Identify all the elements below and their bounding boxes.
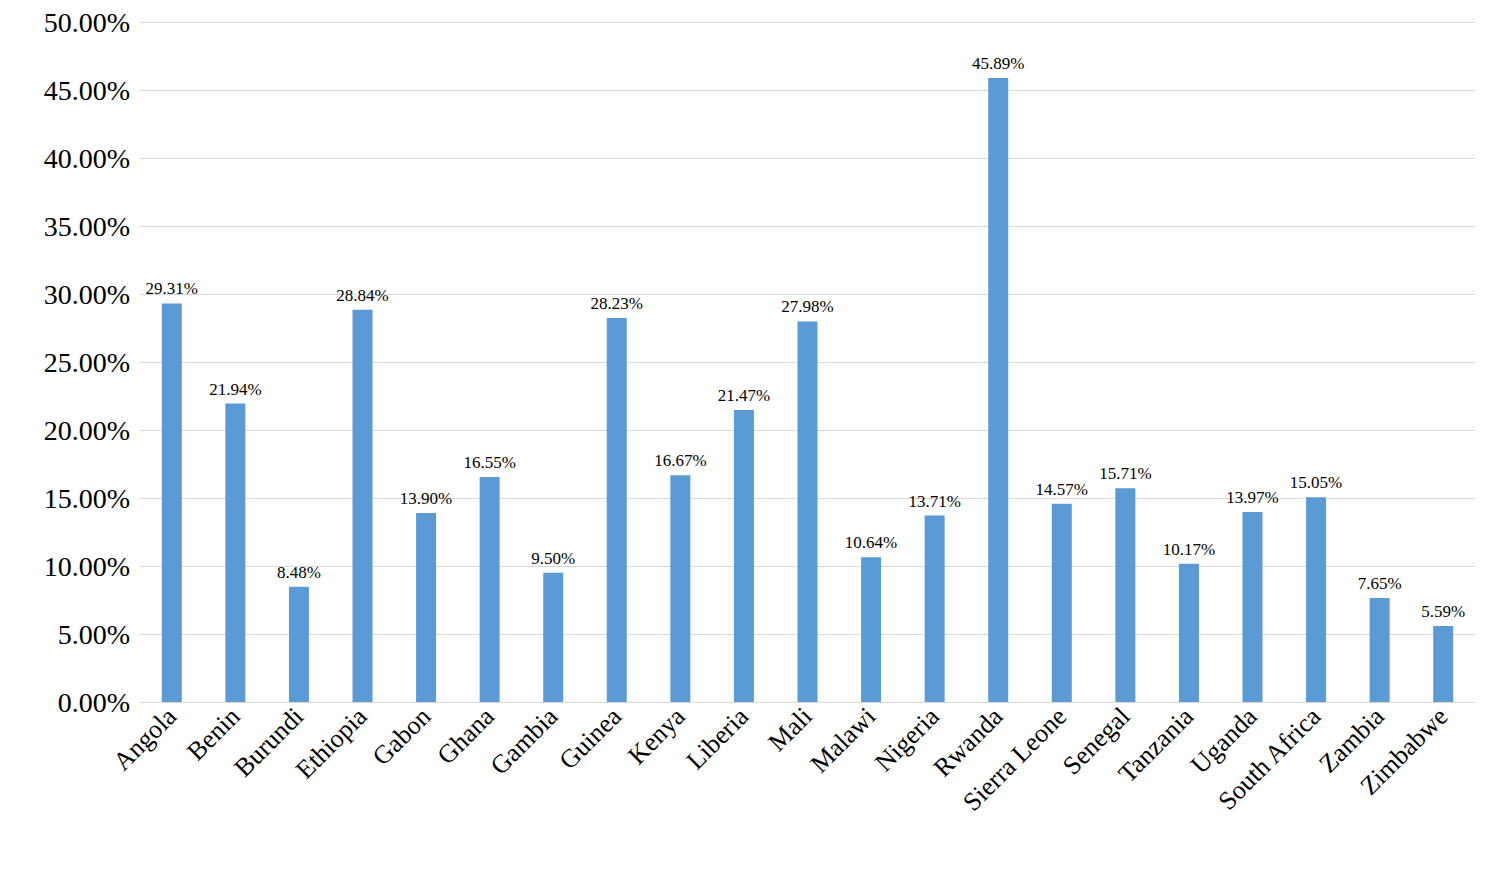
- svg-text:29.31%: 29.31%: [146, 279, 198, 298]
- svg-text:10.17%: 10.17%: [1163, 540, 1215, 559]
- svg-text:Zambia: Zambia: [1313, 701, 1390, 779]
- svg-text:Benin: Benin: [181, 701, 246, 767]
- svg-text:5.00%: 5.00%: [58, 619, 130, 650]
- svg-text:28.84%: 28.84%: [336, 286, 388, 305]
- svg-text:21.47%: 21.47%: [718, 386, 770, 405]
- svg-text:Mali: Mali: [763, 702, 818, 757]
- svg-text:5.59%: 5.59%: [1421, 602, 1465, 621]
- svg-text:20.00%: 20.00%: [44, 415, 130, 446]
- svg-text:Ghana: Ghana: [431, 701, 500, 771]
- svg-text:27.98%: 27.98%: [781, 297, 833, 316]
- svg-text:14.57%: 14.57%: [1036, 480, 1088, 499]
- svg-text:13.97%: 13.97%: [1226, 488, 1278, 507]
- svg-text:16.55%: 16.55%: [463, 453, 515, 472]
- svg-text:40.00%: 40.00%: [44, 143, 130, 174]
- svg-text:Rwanda: Rwanda: [927, 701, 1009, 783]
- svg-text:Nigeria: Nigeria: [869, 701, 945, 778]
- svg-text:15.05%: 15.05%: [1290, 473, 1342, 492]
- svg-text:15.71%: 15.71%: [1099, 464, 1151, 483]
- svg-text:35.00%: 35.00%: [44, 211, 130, 242]
- svg-text:Gabon: Gabon: [367, 702, 436, 771]
- svg-text:45.00%: 45.00%: [44, 75, 130, 106]
- svg-text:Liberia: Liberia: [681, 701, 755, 775]
- svg-text:13.71%: 13.71%: [908, 492, 960, 511]
- svg-text:8.48%: 8.48%: [277, 563, 321, 582]
- svg-text:0.00%: 0.00%: [58, 687, 130, 718]
- svg-text:21.94%: 21.94%: [209, 380, 261, 399]
- svg-text:Zimbabwe: Zimbabwe: [1354, 702, 1453, 801]
- svg-text:Tanzania: Tanzania: [1113, 701, 1200, 788]
- svg-text:Gambia: Gambia: [485, 701, 564, 780]
- svg-text:Malawi: Malawi: [805, 702, 882, 779]
- svg-text:Sierra Leone: Sierra Leone: [957, 702, 1072, 817]
- svg-text:Burundi: Burundi: [228, 701, 310, 783]
- svg-text:45.89%: 45.89%: [972, 54, 1024, 73]
- svg-text:16.67%: 16.67%: [654, 451, 706, 470]
- svg-text:30.00%: 30.00%: [44, 279, 130, 310]
- svg-text:Angola: Angola: [107, 701, 182, 776]
- svg-text:25.00%: 25.00%: [44, 347, 130, 378]
- svg-text:50.00%: 50.00%: [44, 7, 130, 38]
- svg-text:28.23%: 28.23%: [591, 294, 643, 313]
- svg-text:15.00%: 15.00%: [44, 483, 130, 514]
- svg-text:Uganda: Uganda: [1185, 701, 1263, 780]
- svg-text:9.50%: 9.50%: [531, 549, 575, 568]
- svg-text:10.64%: 10.64%: [845, 533, 897, 552]
- svg-text:Senegal: Senegal: [1056, 701, 1136, 781]
- svg-text:South Africa: South Africa: [1212, 701, 1326, 815]
- svg-text:7.65%: 7.65%: [1358, 574, 1402, 593]
- svg-text:Kenya: Kenya: [622, 701, 691, 770]
- svg-text:13.90%: 13.90%: [400, 489, 452, 508]
- svg-text:Ethiopia: Ethiopia: [290, 701, 373, 784]
- svg-text:Guinea: Guinea: [553, 701, 627, 775]
- svg-text:10.00%: 10.00%: [44, 551, 130, 582]
